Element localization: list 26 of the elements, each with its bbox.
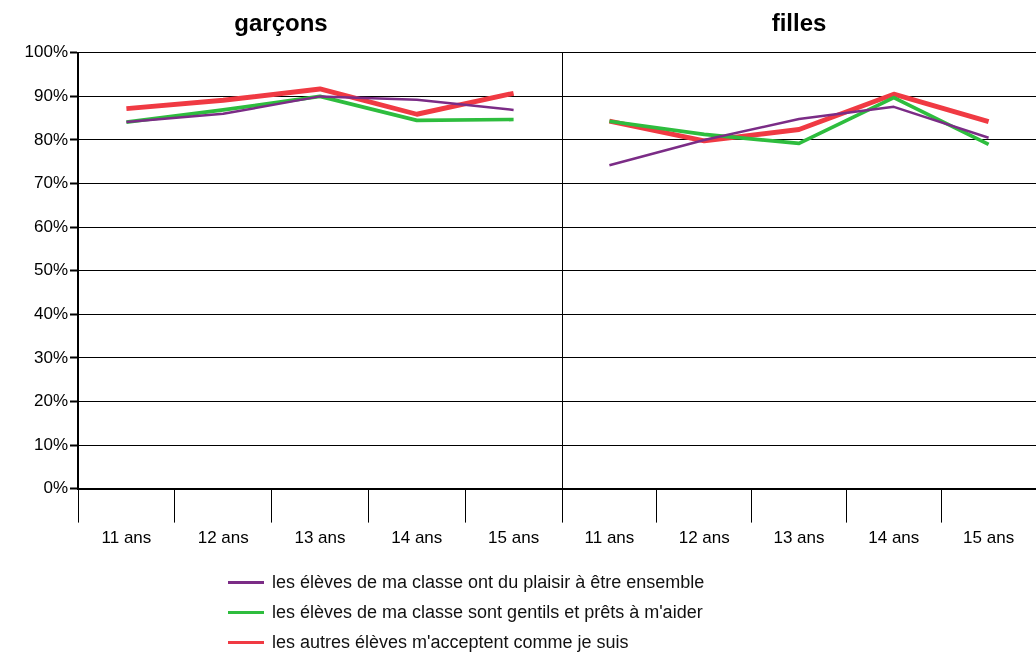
- y-tick-label: 90%: [33, 86, 68, 106]
- y-tick-label: 30%: [33, 347, 68, 367]
- y-tick-label: 50%: [33, 260, 68, 280]
- x-tick-label: 13 ans: [773, 528, 825, 548]
- chart-title: garçons: [234, 9, 328, 37]
- x-tick-label: 12 ans: [197, 528, 249, 548]
- x-tick-label: 15 ans: [963, 528, 1015, 548]
- x-tick-label: 11 ans: [584, 528, 635, 548]
- y-tick-label: 20%: [33, 391, 68, 411]
- x-tick-label: 13 ans: [294, 528, 346, 548]
- y-tick-label: 10%: [33, 434, 68, 454]
- legend-label: les élèves de ma classe ont du plaisir à être ensemble: [272, 571, 705, 593]
- y-tick-label: 70%: [33, 173, 68, 193]
- chart-title: filles: [771, 9, 827, 37]
- y-tick-label: 0%: [43, 478, 68, 498]
- x-tick-label: 12 ans: [678, 528, 730, 548]
- x-tick-label: 15 ans: [488, 528, 540, 548]
- x-tick-label: 11 ans: [101, 528, 152, 548]
- legend-label: les autres élèves m'acceptent comme je suis: [272, 631, 629, 653]
- y-tick-label: 100%: [24, 42, 68, 62]
- x-tick-label: 14 ans: [391, 528, 443, 548]
- y-tick-label: 40%: [33, 303, 68, 323]
- x-tick-label: 14 ans: [868, 528, 920, 548]
- legend-label: les élèves de ma classe sont gentils et prêts à m'aider: [272, 601, 703, 623]
- y-tick-label: 80%: [33, 129, 68, 149]
- y-tick-label: 60%: [33, 216, 68, 236]
